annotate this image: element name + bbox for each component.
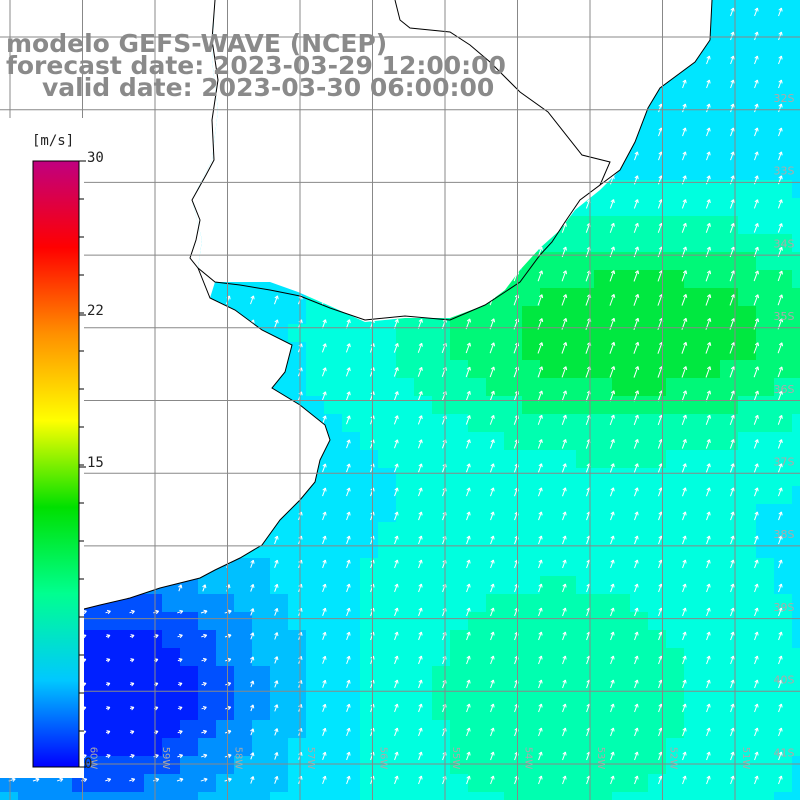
lon-label-59W: 59W bbox=[160, 747, 171, 770]
colorbar-tick-label-15: 15 bbox=[87, 455, 104, 471]
lon-label-58W: 58W bbox=[233, 747, 244, 770]
lat-label-39S: 39S bbox=[774, 601, 795, 614]
lat-label-40S: 40S bbox=[774, 674, 795, 687]
coastline-uruguay-atlantic bbox=[599, 0, 713, 186]
colorbar bbox=[0, 118, 86, 778]
lat-label-41S: 41S bbox=[774, 746, 795, 759]
lon-label-60W: 60W bbox=[88, 747, 99, 770]
longitude-labels: 61W60W59W58W57W56W55W54W53W52W51W bbox=[15, 747, 751, 770]
title-forecast-date: forecast date: 2023-03-29 12:00:00 bbox=[6, 51, 506, 80]
lon-label-52W: 52W bbox=[668, 747, 679, 770]
lon-label-53W: 53W bbox=[595, 747, 606, 770]
colorbar-unit-label: [m/s] bbox=[32, 133, 75, 149]
lat-label-34S: 34S bbox=[774, 237, 795, 250]
latitude-labels: 32S 33S 34S 35S 36S 37S 38S 39S 40S 41S bbox=[774, 92, 795, 759]
coastline bbox=[0, 0, 713, 618]
title-valid-date: valid date: 2023-03-30 06:00:00 bbox=[42, 73, 495, 102]
colorbar-tick-label-30: 30 bbox=[87, 150, 104, 166]
colorbar-minor-ticks bbox=[79, 160, 84, 732]
lat-label-36S: 36S bbox=[774, 383, 795, 396]
title-model: modelo GEFS-WAVE (NCEP) bbox=[6, 29, 388, 58]
lat-label-37S: 37S bbox=[774, 456, 795, 469]
lon-label-54W: 54W bbox=[523, 747, 534, 770]
lon-label-57W: 57W bbox=[305, 747, 316, 770]
coastline-argentina bbox=[0, 267, 331, 618]
colorbar-gradient bbox=[32, 160, 80, 768]
colorbar-tick-label-22: 22 bbox=[87, 303, 104, 319]
lon-label-55W: 55W bbox=[450, 747, 461, 770]
lat-label-38S: 38S bbox=[774, 528, 795, 541]
lon-label-51W: 51W bbox=[740, 747, 751, 770]
lat-label-33S: 33S bbox=[774, 165, 795, 178]
colorbar-tick-label-0: 0 bbox=[84, 756, 93, 772]
lat-label-35S: 35S bbox=[774, 310, 795, 323]
lat-label-32S: 32S bbox=[774, 92, 795, 105]
coastline-uruguay-outline bbox=[189, 0, 611, 321]
lon-label-56W: 56W bbox=[378, 747, 389, 770]
land-uruguay bbox=[192, 0, 712, 322]
